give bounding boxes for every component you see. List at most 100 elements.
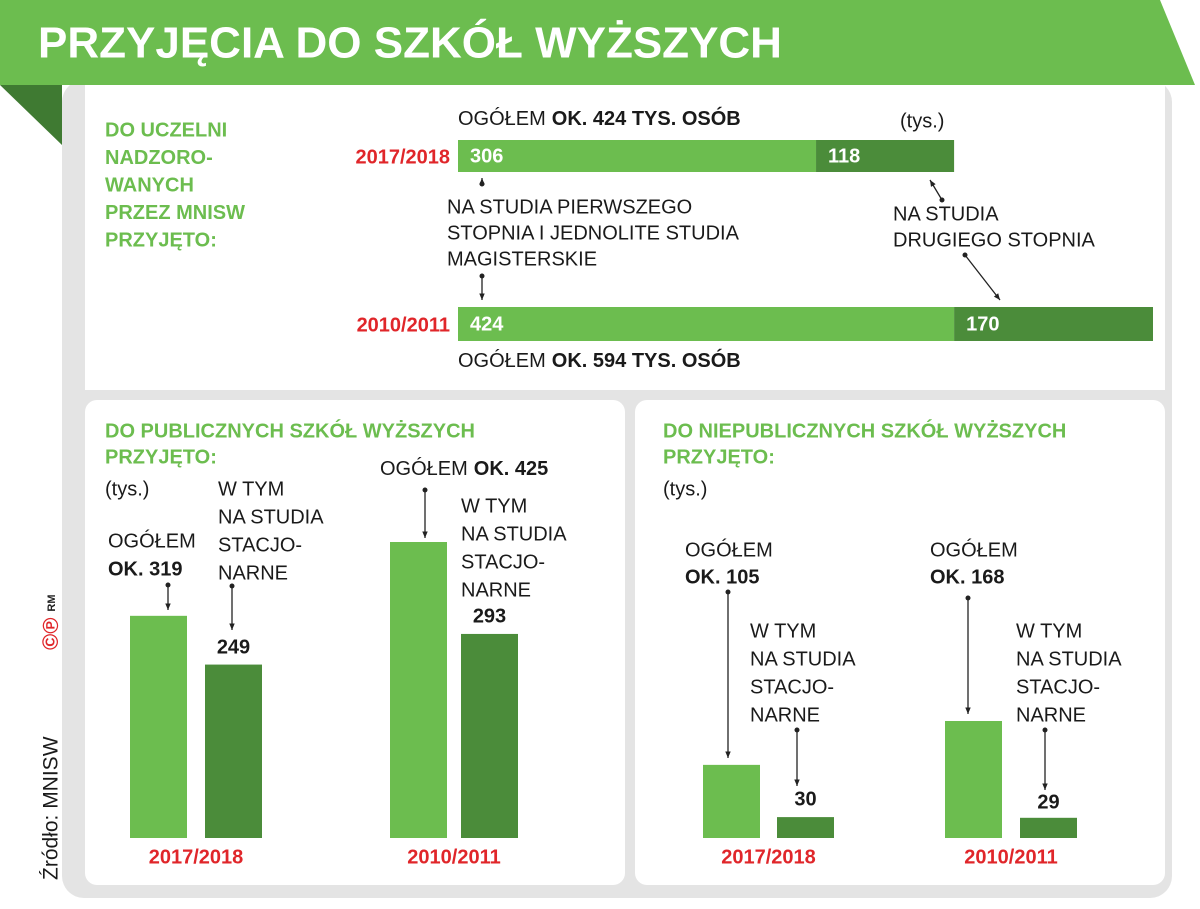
value-label: OK. 425 xyxy=(474,458,548,480)
pointer-dot xyxy=(965,595,971,601)
series-label: NARNE xyxy=(218,562,288,584)
pointer-dot xyxy=(479,273,485,279)
title: PRZYJĘCIA DO SZKÓŁ WYŻSZYCH xyxy=(38,18,782,68)
series-label: MAGISTERSKIE xyxy=(447,248,597,270)
pointer-head xyxy=(165,603,171,610)
value-label: 170 xyxy=(966,313,999,335)
series-label: STACJO- xyxy=(218,534,302,556)
series-label: STACJO- xyxy=(1016,676,1100,698)
pointer-head xyxy=(993,293,1000,300)
chart-title: NADZORO- xyxy=(105,147,213,169)
bar xyxy=(777,817,834,838)
pointer-dot xyxy=(725,589,731,595)
value-label: OK. 105 xyxy=(685,566,759,588)
pointer-head xyxy=(479,293,485,300)
category-label: 2010/2011 xyxy=(964,846,1057,868)
chart-title: PRZEZ MNISW xyxy=(105,202,245,224)
bar xyxy=(461,633,518,838)
series-label: W TYM xyxy=(1016,620,1082,642)
panel xyxy=(635,400,1165,885)
bar xyxy=(390,542,447,838)
series-label: NARNE xyxy=(461,579,531,601)
pointer-head xyxy=(725,751,731,758)
value-label: 249 xyxy=(217,636,250,658)
pointer-dot xyxy=(422,487,428,493)
pointer-dot xyxy=(794,727,800,733)
value-label: 293 xyxy=(473,605,506,627)
copyright-mark: RM xyxy=(46,594,58,611)
bar xyxy=(703,764,760,838)
bar-segment xyxy=(458,140,817,172)
category-label: 2017/2018 xyxy=(149,846,244,868)
unit-label: (tys.) xyxy=(105,478,149,500)
chart-title: PRZYJĘTO: xyxy=(663,446,775,468)
series-label: OGÓŁEM xyxy=(685,538,773,561)
series-label: NA STUDIA xyxy=(1016,648,1122,670)
bar xyxy=(1020,817,1077,838)
pointer-head xyxy=(930,180,936,187)
series-label: NA STUDIA PIERWSZEGO xyxy=(447,196,692,218)
copyright-symbols: ©℗ xyxy=(38,618,63,650)
category-label: 2017/2018 xyxy=(721,846,816,868)
pointer-head xyxy=(479,178,485,185)
pointer-dot xyxy=(229,583,235,589)
category-label: 2010/2011 xyxy=(407,846,500,868)
total-prefix: OGÓŁEM xyxy=(458,107,546,130)
series-label: NARNE xyxy=(750,704,820,726)
bar xyxy=(205,664,262,838)
value-label: 306 xyxy=(470,145,503,167)
bar xyxy=(945,720,1002,838)
pointer xyxy=(964,254,1001,301)
chart-title: DO PUBLICZNYCH SZKÓŁ WYŻSZYCH xyxy=(105,418,475,442)
unit-label: (tys.) xyxy=(663,478,707,500)
series-label: NARNE xyxy=(1016,704,1086,726)
value-label: 118 xyxy=(828,145,860,167)
series-label: DRUGIEGO STOPNIA xyxy=(893,229,1096,251)
pointer-head xyxy=(229,623,235,630)
series-label: OGÓŁEM xyxy=(108,529,196,552)
series-label: NA STUDIA xyxy=(461,523,567,545)
series-label: W TYM xyxy=(218,478,284,500)
series-label: STACJO- xyxy=(461,551,545,573)
series-label: NA STUDIA xyxy=(750,648,856,670)
category-label: 2017/2018 xyxy=(355,146,450,168)
pointer-head xyxy=(794,779,800,786)
pointer-head xyxy=(965,707,971,714)
pointer-dot xyxy=(165,582,171,588)
series-label: STOPNIA I JEDNOLITE STUDIA xyxy=(447,222,740,244)
chart-title: WANYCH xyxy=(105,174,194,196)
bar-segment xyxy=(816,140,955,172)
chart-title: PRZYJĘTO: xyxy=(105,446,217,468)
total-label: OGÓŁEM OK. 424 TYS. OSÓB xyxy=(458,106,741,130)
value-label: OK. 319 xyxy=(108,558,182,580)
series-label: NA STUDIA xyxy=(218,506,324,528)
total-label: OGÓŁEM OK. 425 xyxy=(380,457,548,480)
series-label: W TYM xyxy=(750,620,816,642)
value-label: 424 xyxy=(470,313,504,335)
chart-title: DO UCZELNI xyxy=(105,119,227,141)
header-band xyxy=(0,0,1195,85)
chart-title: PRZYJĘTO: xyxy=(105,229,217,251)
series-label: OGÓŁEM xyxy=(930,538,1018,561)
value-label: 30 xyxy=(794,788,816,810)
header-fold xyxy=(0,85,62,145)
bar-segment xyxy=(954,307,1153,341)
copyright: ©℗ RM xyxy=(38,594,63,650)
value-label: OK. 168 xyxy=(930,566,1004,588)
category-label: 2010/2011 xyxy=(357,314,450,336)
total-value: OK. 594 TYS. OSÓB xyxy=(552,348,741,372)
value-label: 29 xyxy=(1037,791,1059,813)
series-label: W TYM xyxy=(461,495,527,517)
series-label: NA STUDIA xyxy=(893,203,999,225)
pointer-head xyxy=(1042,783,1048,790)
chart-title: DO NIEPUBLICZNYCH SZKÓŁ WYŻSZYCH xyxy=(663,418,1066,442)
series-label: OGÓŁEM xyxy=(380,457,468,480)
bar xyxy=(130,615,187,838)
pointer-head xyxy=(422,531,428,538)
unit-label: (tys.) xyxy=(900,110,944,132)
pointer-dot xyxy=(939,197,945,203)
source: Źródło: MNISW xyxy=(40,736,63,880)
total-label: OGÓŁEM OK. 594 TYS. OSÓB xyxy=(458,348,741,372)
total-prefix: OGÓŁEM xyxy=(458,349,546,372)
